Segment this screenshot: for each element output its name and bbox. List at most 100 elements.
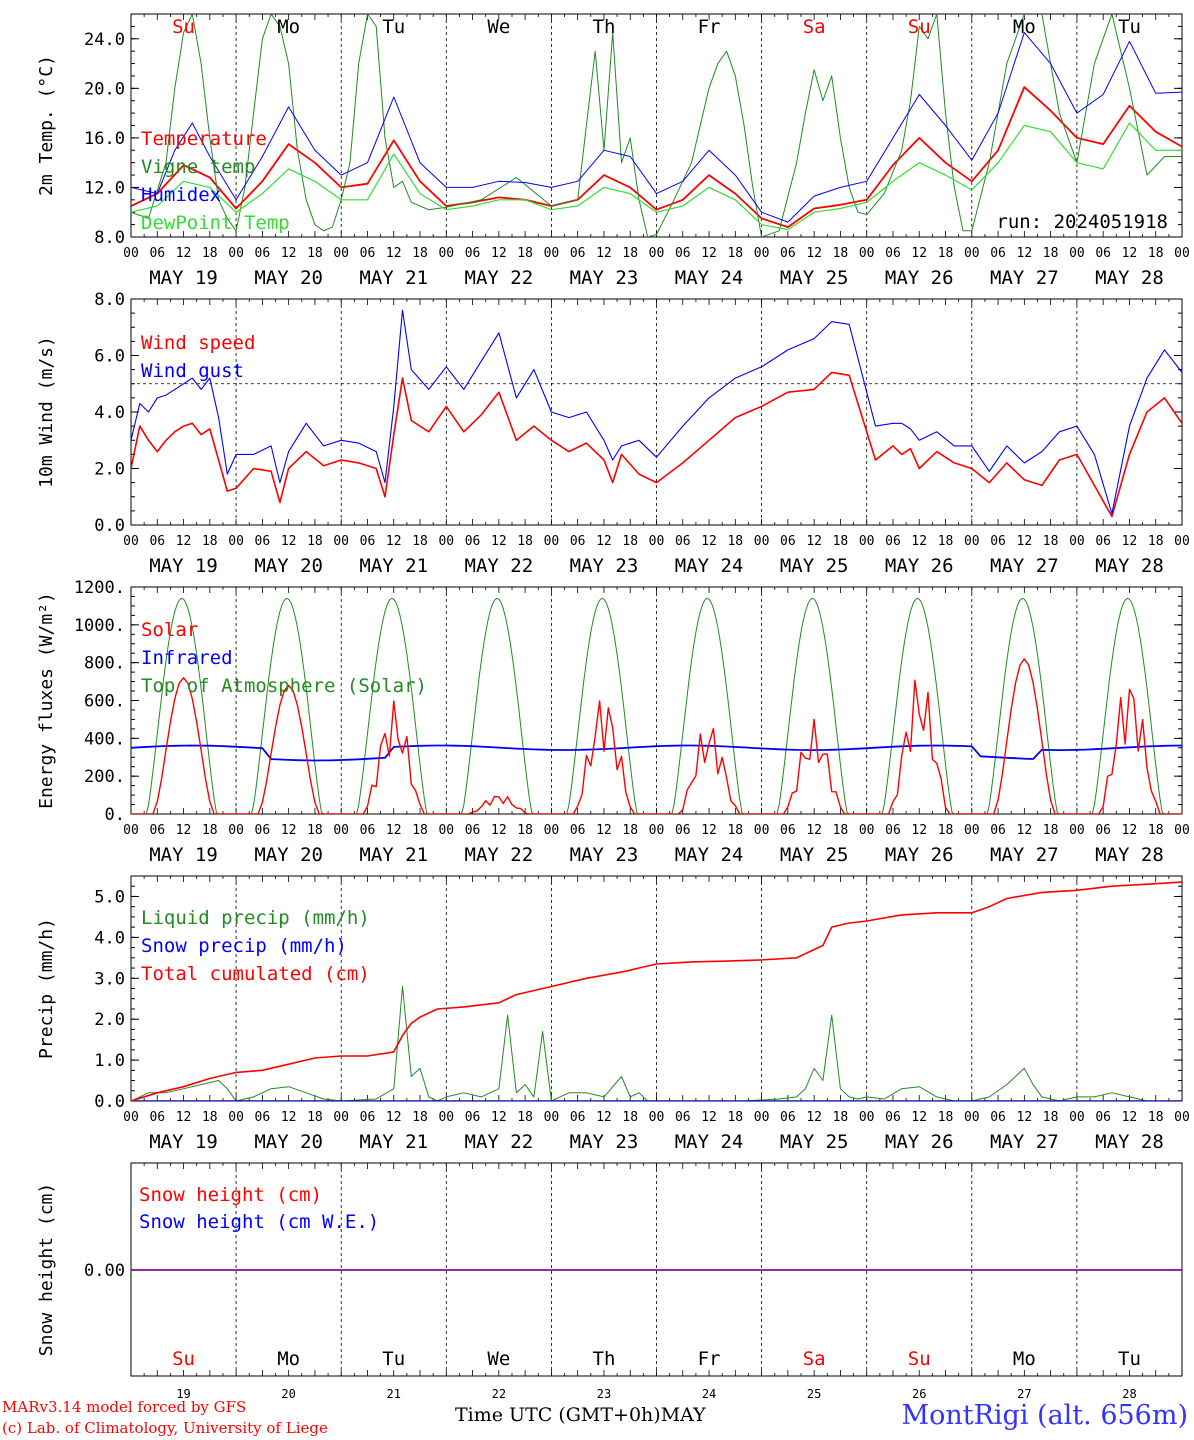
- lab-credit: (c) Lab. of Climatology, University of L…: [2, 1419, 328, 1437]
- hour-tick-label: 00: [438, 246, 454, 261]
- hour-tick-label: 12: [911, 1110, 927, 1125]
- hour-tick-label: 18: [412, 534, 428, 549]
- hour-tick-label: 18: [307, 1110, 323, 1125]
- hour-tick-label: 00: [649, 534, 665, 549]
- hour-tick-label: 00: [1174, 1110, 1190, 1125]
- panel-4: 0.0 1.0 2.0 3.0 4.0 5.0 Precip (mm/h) Liquid pr…: [36, 875, 1190, 1153]
- date-label: MAY 20: [254, 555, 323, 577]
- weekday-label: We: [487, 1348, 510, 1370]
- hour-tick-label: 00: [333, 246, 349, 261]
- hour-tick-label: 00: [649, 246, 665, 261]
- hour-tick-label: 00: [1069, 534, 1085, 549]
- y-tick-label: 8.0: [94, 228, 125, 248]
- hour-tick-label: 00: [123, 246, 139, 261]
- hour-tick-label: 00: [754, 1110, 770, 1125]
- series-line-infrared: [131, 744, 1182, 762]
- date-label: MAY 28: [1095, 267, 1164, 289]
- y-tick-label: 0.0: [94, 1092, 125, 1112]
- hour-tick-label: 00: [1174, 246, 1190, 261]
- date-label: MAY 25: [780, 844, 849, 866]
- date-label: MAY 22: [465, 844, 534, 866]
- weekday-label: Sa: [803, 16, 826, 38]
- hour-tick-label: 00: [123, 1110, 139, 1125]
- hour-tick-label: 12: [1017, 1110, 1033, 1125]
- date-label: MAY 19: [149, 844, 218, 866]
- hour-tick-label: 06: [1095, 534, 1111, 549]
- weekday-label: Mo: [277, 16, 300, 38]
- hour-tick-label: 12: [281, 534, 297, 549]
- weekday-label: Mo: [1013, 16, 1036, 38]
- hour-tick-label: 00: [754, 823, 770, 838]
- hour-tick-label: 06: [780, 1110, 796, 1125]
- hour-tick-label: 06: [780, 823, 796, 838]
- hour-tick-label: 18: [517, 534, 533, 549]
- hour-tick-label: 18: [938, 534, 954, 549]
- weekday-label: Mo: [1013, 1348, 1036, 1370]
- hour-tick-label: 12: [386, 823, 402, 838]
- hour-tick-label: 06: [1095, 1110, 1111, 1125]
- series-line-solar: [131, 658, 1182, 814]
- weekday-label: Su: [908, 1348, 931, 1370]
- hour-tick-label: 18: [727, 534, 743, 549]
- hour-tick-label: 00: [859, 246, 875, 261]
- hour-tick-label: 00: [1174, 823, 1190, 838]
- date-number: 28: [1122, 1387, 1136, 1401]
- hour-tick-label: 12: [1017, 823, 1033, 838]
- y-tick-label: 800.: [84, 654, 125, 674]
- y-tick-label: 1.0: [94, 1051, 125, 1071]
- legend-entry: Infrared: [141, 647, 233, 669]
- date-label: MAY 27: [990, 844, 1059, 866]
- hour-tick-label: 00: [544, 246, 560, 261]
- date-label: MAY 22: [465, 555, 534, 577]
- hour-tick-label: 12: [806, 246, 822, 261]
- y-tick-label: 12.0: [84, 178, 125, 198]
- hour-tick-label: 12: [911, 534, 927, 549]
- hour-tick-label: 18: [412, 823, 428, 838]
- hour-tick-label: 18: [202, 246, 218, 261]
- hour-tick-label: 12: [1017, 534, 1033, 549]
- date-label: MAY 20: [254, 844, 323, 866]
- series-line-vigne-temp: [131, 14, 1182, 237]
- hour-tick-label: 18: [412, 1110, 428, 1125]
- hour-tick-label: 12: [806, 534, 822, 549]
- hour-tick-label: 06: [360, 823, 376, 838]
- hour-tick-label: 06: [570, 823, 586, 838]
- hour-tick-label: 12: [1122, 534, 1138, 549]
- hour-tick-label: 00: [1069, 1110, 1085, 1125]
- y-tick-label: 2.0: [94, 460, 125, 480]
- hour-tick-label: 12: [386, 1110, 402, 1125]
- weekday-label: We: [487, 16, 510, 38]
- hour-tick-label: 18: [938, 246, 954, 261]
- hour-tick-label: 06: [885, 246, 901, 261]
- hour-tick-label: 00: [333, 823, 349, 838]
- hour-tick-label: 06: [465, 1110, 481, 1125]
- date-label: MAY 24: [675, 844, 744, 866]
- hour-tick-label: 00: [544, 823, 560, 838]
- hour-tick-label: 18: [833, 246, 849, 261]
- hour-tick-label: 12: [281, 1110, 297, 1125]
- hour-tick-label: 00: [228, 534, 244, 549]
- hour-tick-label: 00: [544, 1110, 560, 1125]
- hour-tick-label: 00: [228, 1110, 244, 1125]
- hour-tick-label: 18: [622, 534, 638, 549]
- weekday-label: Sa: [803, 1348, 826, 1370]
- date-label: MAY 23: [570, 1131, 639, 1153]
- panel-2: 0.0 2.0 4.0 6.0 8.0 10m Wind (m/s) Wind speed W…: [36, 290, 1190, 577]
- hour-tick-label: 18: [622, 1110, 638, 1125]
- hour-tick-label: 12: [1017, 246, 1033, 261]
- date-label: MAY 23: [570, 555, 639, 577]
- hour-tick-label: 12: [1122, 1110, 1138, 1125]
- hour-tick-label: 06: [990, 534, 1006, 549]
- series-line-temperature: [131, 86, 1182, 229]
- hour-tick-label: 06: [465, 823, 481, 838]
- panel-1: 8.0 12.0 16.0 20.0 24.0 2m Temp. (°C) Temperat…: [36, 13, 1190, 289]
- date-label: MAY 25: [780, 267, 849, 289]
- legend-entry: Wind speed: [141, 332, 255, 354]
- date-number: 27: [1017, 1387, 1031, 1401]
- hour-tick-label: 00: [964, 823, 980, 838]
- legend-entry: Wind gust: [141, 360, 244, 382]
- y-tick-label: 5.0: [94, 887, 125, 907]
- hour-tick-label: 06: [990, 1110, 1006, 1125]
- hour-tick-label: 06: [1095, 246, 1111, 261]
- y-tick-label: 1000.: [74, 616, 125, 636]
